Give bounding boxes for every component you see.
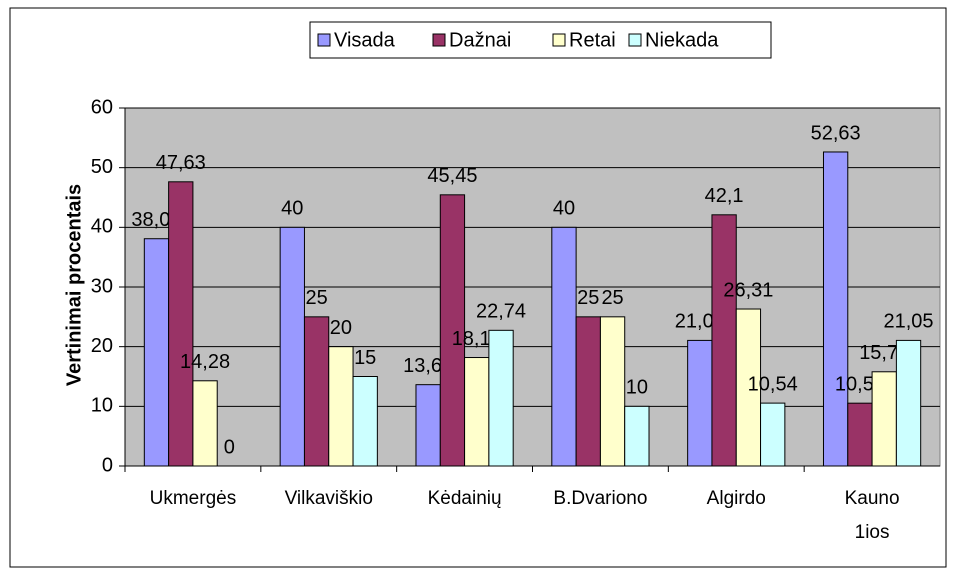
bar: [464, 357, 490, 467]
data-label: 14,28: [180, 351, 230, 373]
bar: [488, 329, 514, 467]
bar: [575, 316, 601, 467]
data-label: 21,05: [884, 311, 934, 333]
bar: [847, 402, 873, 467]
bar: [895, 339, 922, 467]
data-label: 25: [601, 287, 623, 309]
bar: [143, 238, 170, 467]
y-tick-label: 0: [102, 454, 113, 476]
legend-swatch: [552, 33, 566, 47]
data-label: 52,63: [811, 122, 861, 144]
bar: [599, 316, 626, 467]
bar: [687, 339, 713, 467]
data-label: 42,1: [705, 185, 744, 207]
y-tick-label: 20: [91, 335, 113, 357]
bar: [192, 380, 218, 467]
y-tick-label: 40: [91, 216, 113, 238]
bar: [439, 194, 466, 467]
data-label: 45,45: [427, 165, 477, 187]
bar: [624, 405, 650, 467]
data-label: 26,31: [723, 279, 773, 301]
bar: [328, 346, 354, 467]
legend-label: Niekada: [645, 29, 719, 51]
legend-box: [309, 21, 772, 59]
bar: [822, 151, 849, 467]
bar: [415, 384, 441, 467]
legend-label: Visada: [334, 29, 396, 51]
y-tick-label: 10: [91, 395, 113, 417]
data-label: 47,63: [156, 152, 206, 174]
legend-swatch: [432, 33, 446, 47]
data-label: 0: [224, 436, 235, 458]
x-tick-label: Ukmergės: [150, 488, 237, 509]
legend-label: Dažnai: [449, 29, 511, 51]
bar: [168, 181, 194, 467]
legend-label: Retai: [569, 29, 616, 51]
x-tick-label: Kauno 1ios: [845, 488, 900, 543]
legend-swatch: [628, 33, 642, 47]
data-label: 15: [354, 347, 376, 369]
bar: [735, 308, 762, 467]
y-axis-title: Vertinimai procentais: [63, 184, 85, 386]
bar: [279, 226, 305, 467]
bar: [303, 316, 330, 467]
data-label: 10: [626, 377, 648, 399]
x-tick-label: Algirdo: [707, 488, 766, 509]
x-tick-label: B.Dvariono: [553, 488, 647, 509]
data-label: 25: [577, 287, 599, 309]
bar: [551, 226, 577, 467]
data-label: 40: [281, 198, 303, 220]
y-tick-label: 50: [91, 156, 113, 178]
y-tick-label: 30: [91, 275, 113, 297]
data-label: 22,74: [476, 301, 526, 323]
x-tick-label: Kėdainių: [428, 488, 502, 509]
bar: [711, 214, 737, 467]
y-tick-label: 60: [91, 96, 113, 118]
legend-swatch: [317, 33, 331, 47]
bar: [871, 371, 897, 467]
bar: [352, 376, 378, 467]
data-label: 10,54: [748, 373, 798, 395]
data-label: 20: [330, 317, 352, 339]
x-tick-label: Vilkaviškio: [285, 488, 373, 509]
data-label: 40: [553, 198, 575, 220]
bar: [760, 402, 786, 467]
data-label: 25: [305, 287, 327, 309]
